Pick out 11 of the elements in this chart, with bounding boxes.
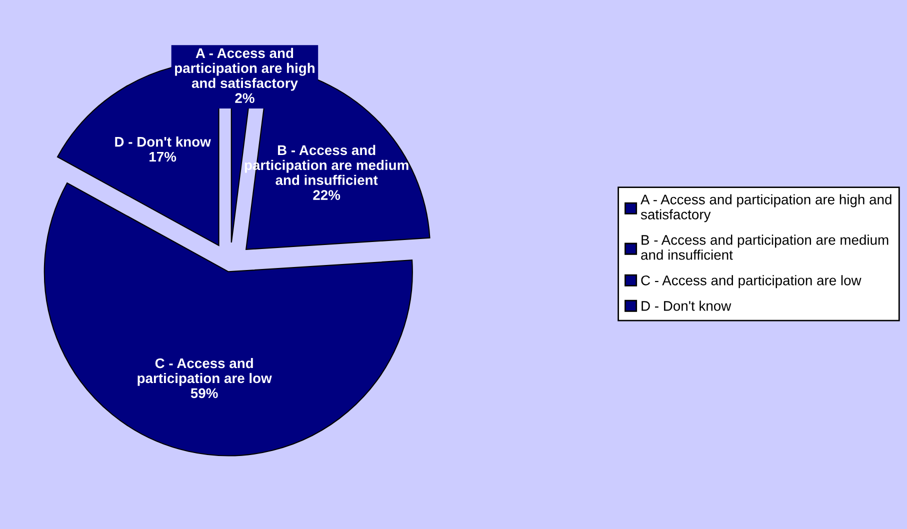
data-label: 22% <box>313 190 340 200</box>
slice-label: C - Access and participation are low <box>138 358 272 386</box>
legend-label: B - Access and participation are medium and insufficient <box>641 234 888 260</box>
data-label: 2% <box>235 93 254 103</box>
slice-label: A - Access and participation are high and satisfactory <box>175 48 314 91</box>
legend-label: A - Access and participation are high and satisfactory <box>640 194 892 222</box>
legend-label: C - Access and participation are low <box>641 275 862 288</box>
legend-label: D - Don't know <box>642 300 732 311</box>
data-label: 17% <box>150 152 176 162</box>
data-label: 59% <box>190 388 218 398</box>
slice-label: D - Don't know <box>115 136 211 147</box>
